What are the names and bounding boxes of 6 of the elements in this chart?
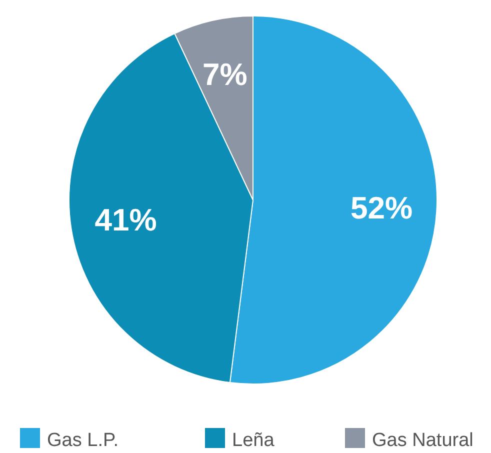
legend-label: Gas Natural [372,430,474,451]
data-label: 52% [350,190,413,226]
data-label: 7% [202,56,248,92]
data-label: 41% [94,202,157,238]
legend-label: Leña [232,430,275,451]
legend-label: Gas L.P. [47,430,118,451]
